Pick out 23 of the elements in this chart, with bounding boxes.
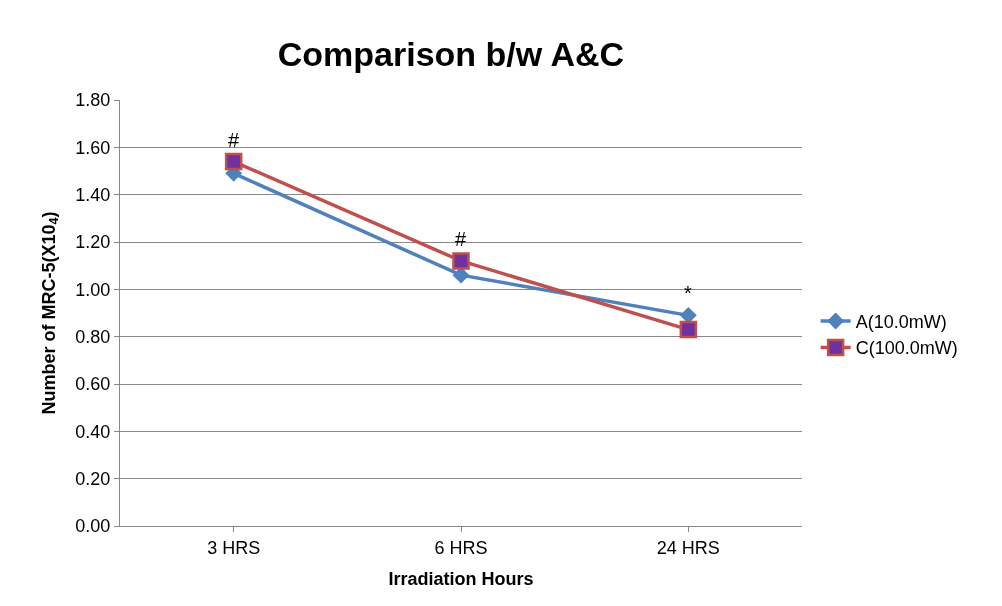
x-tick-label: 6 HRS xyxy=(434,537,488,558)
point xyxy=(679,320,698,339)
chart-title: Comparison b/w A&C xyxy=(277,35,625,74)
x-axis-title: Irradiation Hours xyxy=(388,568,534,589)
y-tick-label: 1.40 xyxy=(75,184,111,205)
y-tick-label: 0.00 xyxy=(75,516,111,537)
annotation: * xyxy=(684,282,692,304)
y-tick-label: 0.80 xyxy=(75,326,111,347)
y-tick-label: 1.80 xyxy=(75,90,111,111)
point xyxy=(452,252,470,270)
legend-label: A(10.0mW) xyxy=(855,312,947,333)
annotation: # xyxy=(228,129,240,151)
point xyxy=(224,152,243,171)
x-tick-label: 24 HRS xyxy=(656,537,720,558)
y-tick-label: 1.00 xyxy=(75,279,111,300)
y-tick-label: 0.20 xyxy=(75,468,111,489)
x-tick-label: 3 HRS xyxy=(207,537,261,558)
annotation: # xyxy=(455,228,467,250)
y-tick-label: 0.60 xyxy=(75,374,111,395)
y-tick-label: 1.20 xyxy=(75,232,111,253)
y-tick-label: 1.60 xyxy=(75,137,111,158)
y-tick-label: 0.40 xyxy=(75,421,111,442)
legend-label: C(100.0mW) xyxy=(855,338,958,359)
